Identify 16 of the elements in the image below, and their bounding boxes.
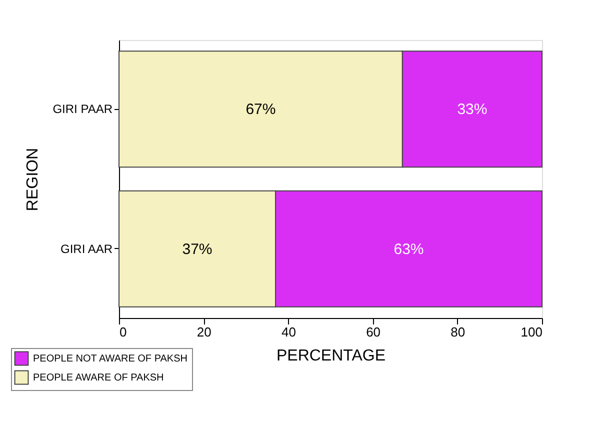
data-label: 67%	[246, 101, 276, 118]
x-tick-label: 40	[281, 324, 296, 340]
y-axis-title: REGION	[24, 148, 42, 212]
x-tick-label: 0	[120, 324, 127, 340]
legend-label: PEOPLE AWARE OF PAKSH	[33, 372, 164, 384]
x-tick-label: 60	[366, 324, 381, 340]
x-tick-label: 80	[450, 324, 466, 340]
data-label: 63%	[394, 240, 424, 258]
y-tick-label: GIRI AAR	[60, 242, 113, 256]
legend-label: PEOPLE NOT AWARE OF PAKSH	[33, 354, 188, 364]
data-label: 37%	[182, 240, 212, 258]
x-tick-label: 100	[520, 324, 542, 340]
x-axis-title: PERCENTAGE	[276, 348, 386, 364]
x-tick-label: 20	[196, 324, 212, 340]
data-label: 33%	[457, 101, 488, 118]
y-tick-label: GIRI PAAR	[52, 102, 113, 116]
